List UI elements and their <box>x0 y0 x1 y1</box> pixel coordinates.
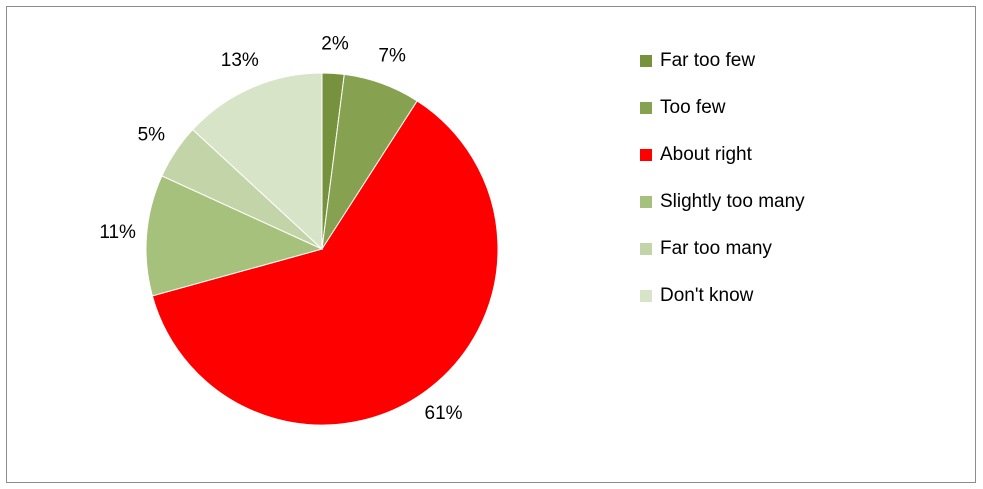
data-label-slightly-too-many: 11% <box>99 222 136 243</box>
data-label-far-too-few: 2% <box>321 33 349 54</box>
legend-item-far-too-many: Far too many <box>640 238 772 260</box>
data-label-far-too-many: 5% <box>138 124 166 145</box>
pie-slice-slightly-too-many <box>145 175 324 297</box>
legend-label: About right <box>660 144 752 165</box>
data-label-don-t-know: 13% <box>221 50 259 71</box>
legend-label: Too few <box>660 97 726 118</box>
legend-label: Far too few <box>660 50 756 71</box>
pie-slice-about-right <box>151 100 499 426</box>
legend-item-about-right: About right <box>640 144 752 166</box>
legend-label: Don't know <box>660 285 754 306</box>
legend-swatch <box>640 149 652 161</box>
pie-slices <box>145 72 499 426</box>
data-label-about-right: 61% <box>425 403 463 424</box>
legend-item-don-t-know: Don't know <box>640 285 753 307</box>
legend-label: Slightly too many <box>660 191 805 212</box>
legend-swatch <box>640 290 652 302</box>
legend-item-too-few: Too few <box>640 97 725 119</box>
pie-slice-don-t-know <box>192 72 323 251</box>
legend-label: Far too many <box>660 238 772 259</box>
legend-swatch <box>640 243 652 255</box>
legend-swatch <box>640 102 652 114</box>
legend-swatch <box>640 55 652 67</box>
legend-item-slightly-too-many: Slightly too many <box>640 191 805 213</box>
legend-item-far-too-few: Far too few <box>640 50 755 72</box>
legend-swatch <box>640 196 652 208</box>
data-label-too-few: 7% <box>378 45 406 66</box>
pie-value-labels: 2% 7% 61% 11% 5% 13% <box>99 33 462 424</box>
